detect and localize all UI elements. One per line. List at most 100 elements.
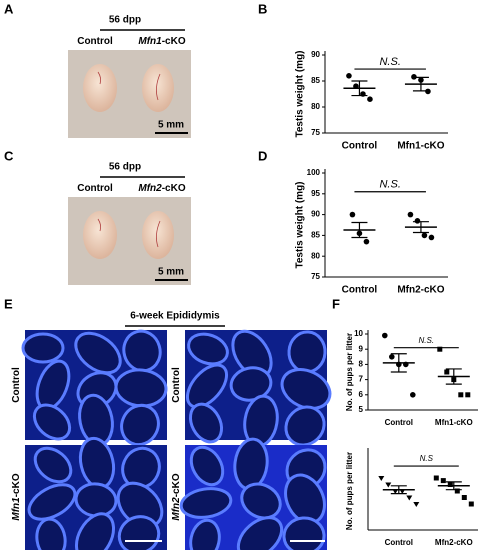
- y-tick-label: 100: [307, 168, 321, 177]
- y-tick-label: 80: [311, 102, 320, 111]
- plain-part: -cKO: [162, 36, 186, 47]
- data-point: [360, 91, 366, 97]
- duct: [185, 363, 229, 409]
- y-axis-label: Testis weight (mg): [295, 181, 306, 268]
- data-point: [406, 495, 413, 501]
- y-tick-label: 6: [359, 390, 364, 399]
- testis: [142, 64, 174, 112]
- data-point: [403, 361, 409, 368]
- error-bar: [390, 485, 407, 495]
- significance-label: N.S: [420, 454, 434, 463]
- data-point: [461, 495, 467, 500]
- data-point: [418, 77, 424, 83]
- plain-part: Control: [77, 36, 113, 47]
- data-point: [454, 488, 460, 494]
- duct: [33, 446, 73, 484]
- significance-label: N.S.: [379, 179, 400, 191]
- duct: [280, 368, 332, 410]
- y-tick-label: 75: [311, 272, 320, 281]
- row-label: Control: [171, 367, 182, 403]
- y-tick-label: 85: [311, 76, 320, 85]
- testis: [83, 64, 117, 112]
- duct: [240, 482, 282, 520]
- x-tick-label: Control: [342, 285, 378, 296]
- photo-title: 56 dpp: [109, 15, 141, 26]
- y-axis-label: No. of pups per litter: [345, 333, 354, 411]
- duct: [74, 512, 116, 550]
- data-point: [437, 346, 443, 352]
- data-point: [411, 74, 417, 80]
- y-axis-label: Testis weight (mg): [295, 50, 306, 137]
- data-point: [389, 354, 395, 360]
- duct: [21, 332, 65, 364]
- data-point: [356, 230, 363, 237]
- data-point: [425, 88, 431, 95]
- duct: [120, 403, 160, 447]
- group-label: Control: [77, 183, 113, 194]
- y-tick-label: 90: [311, 50, 320, 59]
- data-point: [447, 482, 453, 487]
- italic-part: Mfn2: [138, 183, 162, 194]
- scale-label: 5 mm: [158, 267, 184, 278]
- data-point: [378, 476, 385, 481]
- data-point: [413, 502, 420, 507]
- panel-letter: A: [4, 1, 14, 16]
- x-tick-label: Control: [385, 538, 413, 547]
- data-point: [410, 392, 416, 398]
- data-point: [367, 96, 373, 102]
- duct: [35, 517, 67, 550]
- y-axis-label: No. of pups per litter: [345, 452, 354, 530]
- data-point: [465, 392, 471, 398]
- data-point: [392, 489, 399, 494]
- testis: [142, 211, 174, 259]
- x-tick-label: Mfn2-cKO: [397, 285, 444, 296]
- plain-part: Control: [11, 367, 22, 403]
- data-point: [349, 211, 356, 218]
- duct: [189, 445, 225, 487]
- italic-part: Mfn1: [138, 36, 162, 47]
- data-point: [382, 332, 388, 339]
- data-point: [396, 361, 402, 368]
- data-point: [433, 475, 439, 481]
- row-label: Control: [11, 367, 22, 403]
- panel-letter: C: [4, 148, 14, 163]
- significance-label: N.S.: [379, 56, 400, 68]
- group-label: Mfn2-cKO: [138, 183, 185, 194]
- scale-label: 5 mm: [158, 120, 184, 131]
- data-point: [407, 211, 414, 218]
- panel-letter: D: [258, 148, 267, 163]
- row-label: Mfn2-cKO: [171, 473, 182, 520]
- duct: [74, 331, 122, 375]
- y-tick-label: 7: [359, 375, 364, 384]
- significance-label: N.S.: [419, 336, 435, 345]
- duct: [27, 483, 77, 521]
- duct: [187, 332, 229, 366]
- duct: [117, 515, 161, 550]
- photo-title: 56 dpp: [109, 162, 141, 173]
- italic-part: Mfn2: [171, 497, 182, 521]
- y-tick-label: 85: [311, 231, 320, 240]
- y-tick-label: 80: [311, 251, 320, 260]
- vessel: [156, 73, 161, 101]
- duct: [32, 403, 72, 441]
- data-point: [363, 238, 370, 245]
- x-tick-label: Mfn1-cKO: [397, 141, 444, 152]
- duct: [179, 487, 233, 519]
- y-tick-label: 5: [359, 405, 364, 414]
- duct: [282, 516, 326, 550]
- data-point: [451, 377, 457, 383]
- micrograph-title: 6-week Epididymis: [130, 311, 220, 322]
- row-label: Mfn1-cKO: [11, 473, 22, 520]
- panel-letter: F: [332, 296, 340, 311]
- duct: [116, 481, 164, 529]
- data-point: [440, 478, 446, 484]
- y-tick-label: 10: [354, 329, 363, 338]
- plain-part: -cKO: [171, 473, 182, 497]
- y-tick-label: 95: [311, 189, 320, 198]
- panel-letter: E: [4, 296, 13, 311]
- group-label: Mfn1-cKO: [138, 36, 185, 47]
- data-point: [353, 83, 359, 89]
- duct: [284, 405, 326, 447]
- duct: [236, 516, 284, 550]
